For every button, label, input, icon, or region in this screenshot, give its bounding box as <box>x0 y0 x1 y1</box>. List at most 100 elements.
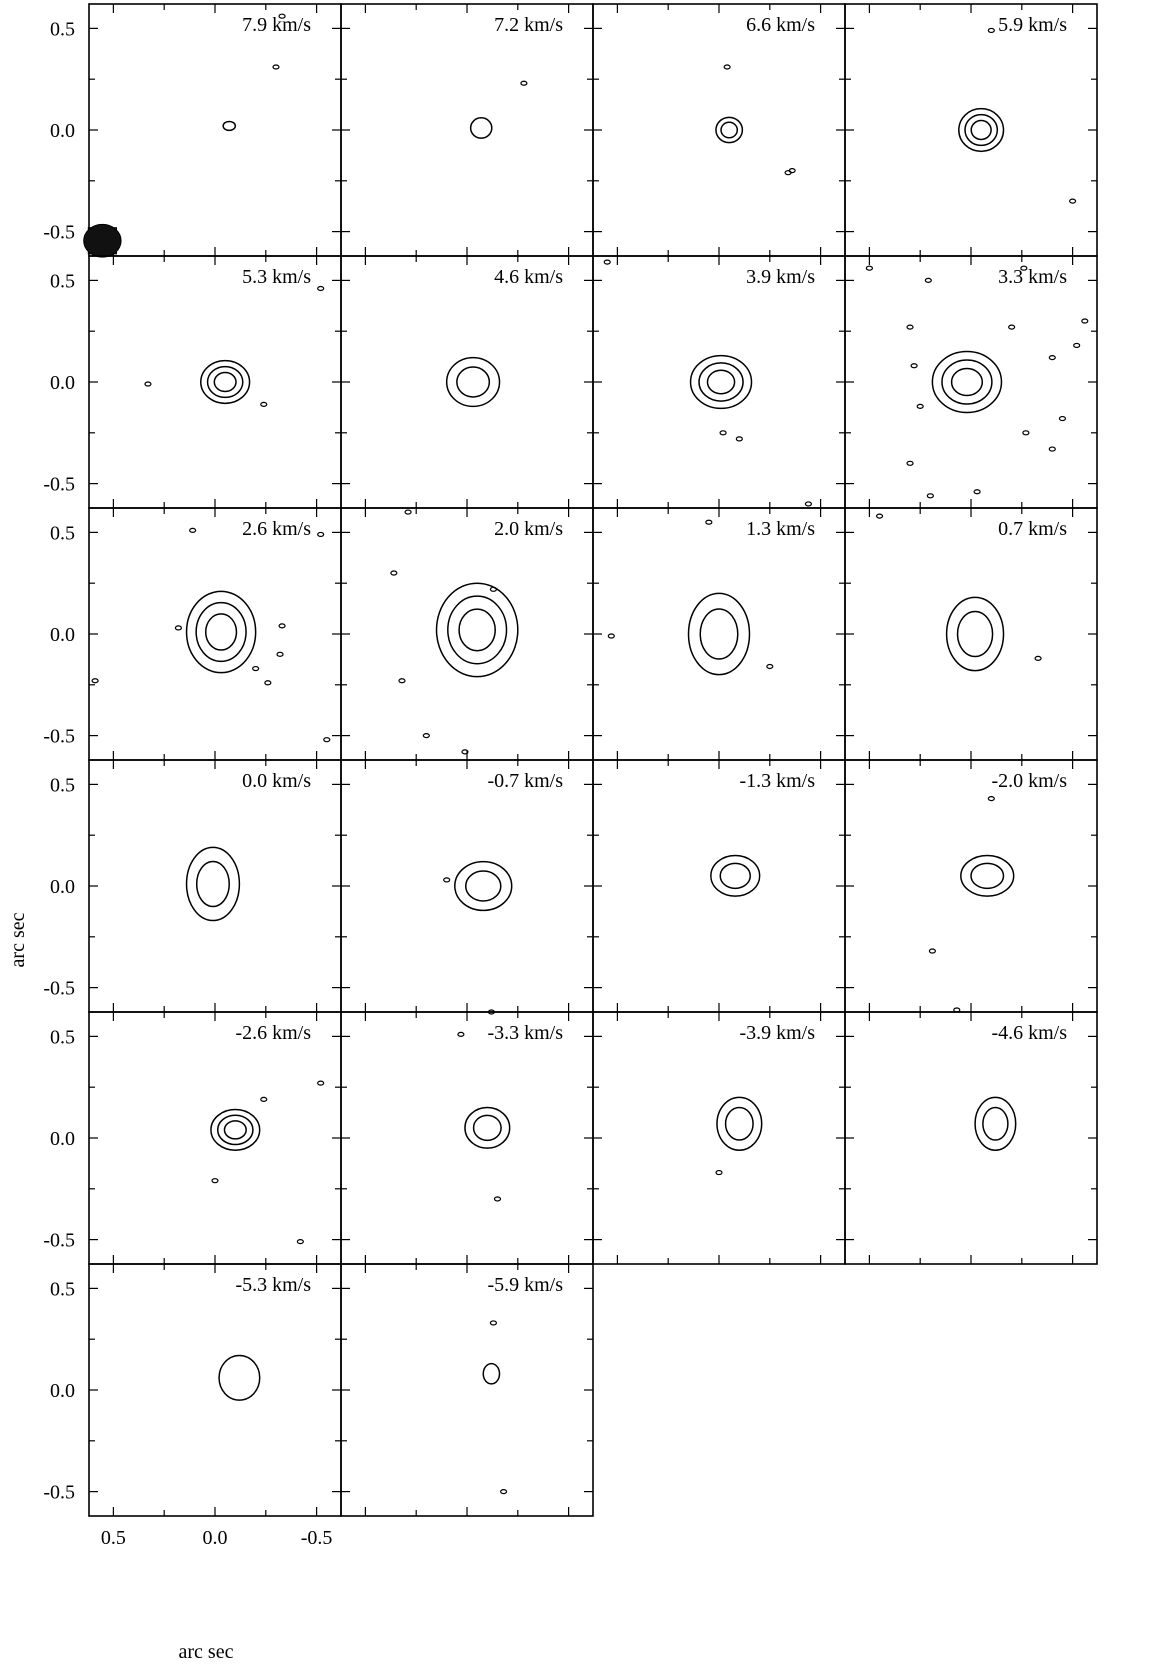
contour-level <box>185 846 241 922</box>
noise-contour <box>607 633 615 639</box>
noise-contour <box>144 381 152 387</box>
panel-frame <box>340 1011 594 1265</box>
velocity-label: 4.6 km/s <box>494 266 563 288</box>
y-tick-label: -0.5 <box>43 1482 75 1504</box>
y-tick-label: 0.0 <box>50 876 75 898</box>
noise-contour <box>91 678 99 684</box>
contour-level <box>218 1354 261 1401</box>
y-tick-label: 0.5 <box>50 1278 75 1300</box>
contour-level <box>699 608 739 660</box>
noise-contour <box>317 531 325 538</box>
contour-level <box>472 1114 502 1142</box>
channel-panel <box>340 759 594 1013</box>
velocity-label: -3.9 km/s <box>739 1022 815 1044</box>
velocity-label: -5.3 km/s <box>235 1274 311 1296</box>
contour-level <box>195 601 247 663</box>
panel-frame <box>592 507 846 761</box>
channel-panel <box>88 759 342 1013</box>
noise-contour <box>987 796 995 802</box>
noise-contour <box>461 749 469 755</box>
velocity-label: -2.6 km/s <box>235 1022 311 1044</box>
noise-contour <box>317 1080 325 1086</box>
noise-contour <box>906 324 914 330</box>
panel-frame <box>340 3 594 257</box>
y-tick-label: 0.0 <box>50 1128 75 1150</box>
noise-contour <box>499 1489 508 1495</box>
noise-contour <box>1073 342 1081 349</box>
channel-panel <box>88 1263 342 1517</box>
contour-level <box>931 350 1003 414</box>
noise-contour <box>404 509 412 515</box>
contour-level <box>469 117 493 139</box>
y-tick-label: -0.5 <box>43 222 75 244</box>
noise-contour <box>1069 198 1077 204</box>
velocity-label: -2.0 km/s <box>991 770 1067 792</box>
panel-frame <box>340 255 594 509</box>
noise-contour <box>296 1239 304 1245</box>
panel-frame <box>88 1263 342 1517</box>
contour-level <box>719 862 752 890</box>
channel-panel <box>340 507 594 761</box>
y-tick-label: -0.5 <box>43 978 75 1000</box>
velocity-label: -0.7 km/s <box>487 770 563 792</box>
contour-level <box>213 371 237 393</box>
noise-contour <box>906 460 914 466</box>
panel-frame <box>88 1011 342 1265</box>
panel-frame <box>844 507 1098 761</box>
panel-frame <box>592 3 846 257</box>
channel-panel <box>844 255 1098 509</box>
y-tick-label: -0.5 <box>43 726 75 748</box>
contour-level <box>970 862 1005 890</box>
channel-panel <box>592 3 846 257</box>
noise-contour <box>487 1009 495 1015</box>
noise-contour <box>916 403 924 409</box>
y-tick-label: 0.0 <box>50 372 75 394</box>
noise-contour <box>489 1320 498 1326</box>
x-tick-label: 0.0 <box>203 1527 228 1549</box>
noise-contour <box>260 1096 268 1102</box>
velocity-label: -3.3 km/s <box>487 1022 563 1044</box>
velocity-label: 7.9 km/s <box>242 14 311 36</box>
contour-level <box>204 613 238 651</box>
noise-contour <box>489 586 498 592</box>
velocity-label: 3.9 km/s <box>746 266 815 288</box>
panel-frame <box>340 1263 594 1517</box>
y-tick-label: 0.0 <box>50 1380 75 1402</box>
noise-contour <box>973 489 981 495</box>
panel-frame <box>592 255 846 509</box>
contour-level <box>689 354 753 410</box>
noise-contour <box>1022 430 1030 436</box>
panel-frame <box>592 759 846 1013</box>
velocity-label: -4.6 km/s <box>991 1022 1067 1044</box>
noise-contour <box>766 663 774 670</box>
noise-contour <box>804 501 813 507</box>
channel-panel <box>83 3 342 258</box>
y-tick-label: 0.0 <box>50 624 75 646</box>
contour-level <box>970 119 992 141</box>
x-axis-title: arc sec <box>179 1641 234 1663</box>
channel-panel <box>592 507 846 761</box>
noise-contour <box>1081 318 1089 324</box>
velocity-label: 5.9 km/s <box>998 14 1067 36</box>
y-tick-label: 0.5 <box>50 522 75 544</box>
noise-contour <box>1034 655 1042 661</box>
y-tick-label: 0.0 <box>50 120 75 142</box>
velocity-label: 7.2 km/s <box>494 14 563 36</box>
beam-ellipse <box>83 223 122 258</box>
noise-contour <box>926 493 934 499</box>
panel-frame <box>340 759 594 1013</box>
noise-contour <box>211 1178 219 1184</box>
channel-panel <box>844 3 1098 257</box>
contour-level <box>715 116 744 144</box>
y-tick-label: 0.5 <box>50 18 75 40</box>
noise-contour <box>784 170 792 176</box>
velocity-label: 2.0 km/s <box>494 518 563 540</box>
channel-panel <box>340 1263 594 1517</box>
channel-panel <box>844 759 1098 1013</box>
channel-panel <box>88 255 342 509</box>
x-tick-label: 0.5 <box>101 1527 126 1549</box>
contour-level <box>464 870 502 902</box>
contour-level <box>960 854 1015 897</box>
noise-contour <box>398 678 406 684</box>
